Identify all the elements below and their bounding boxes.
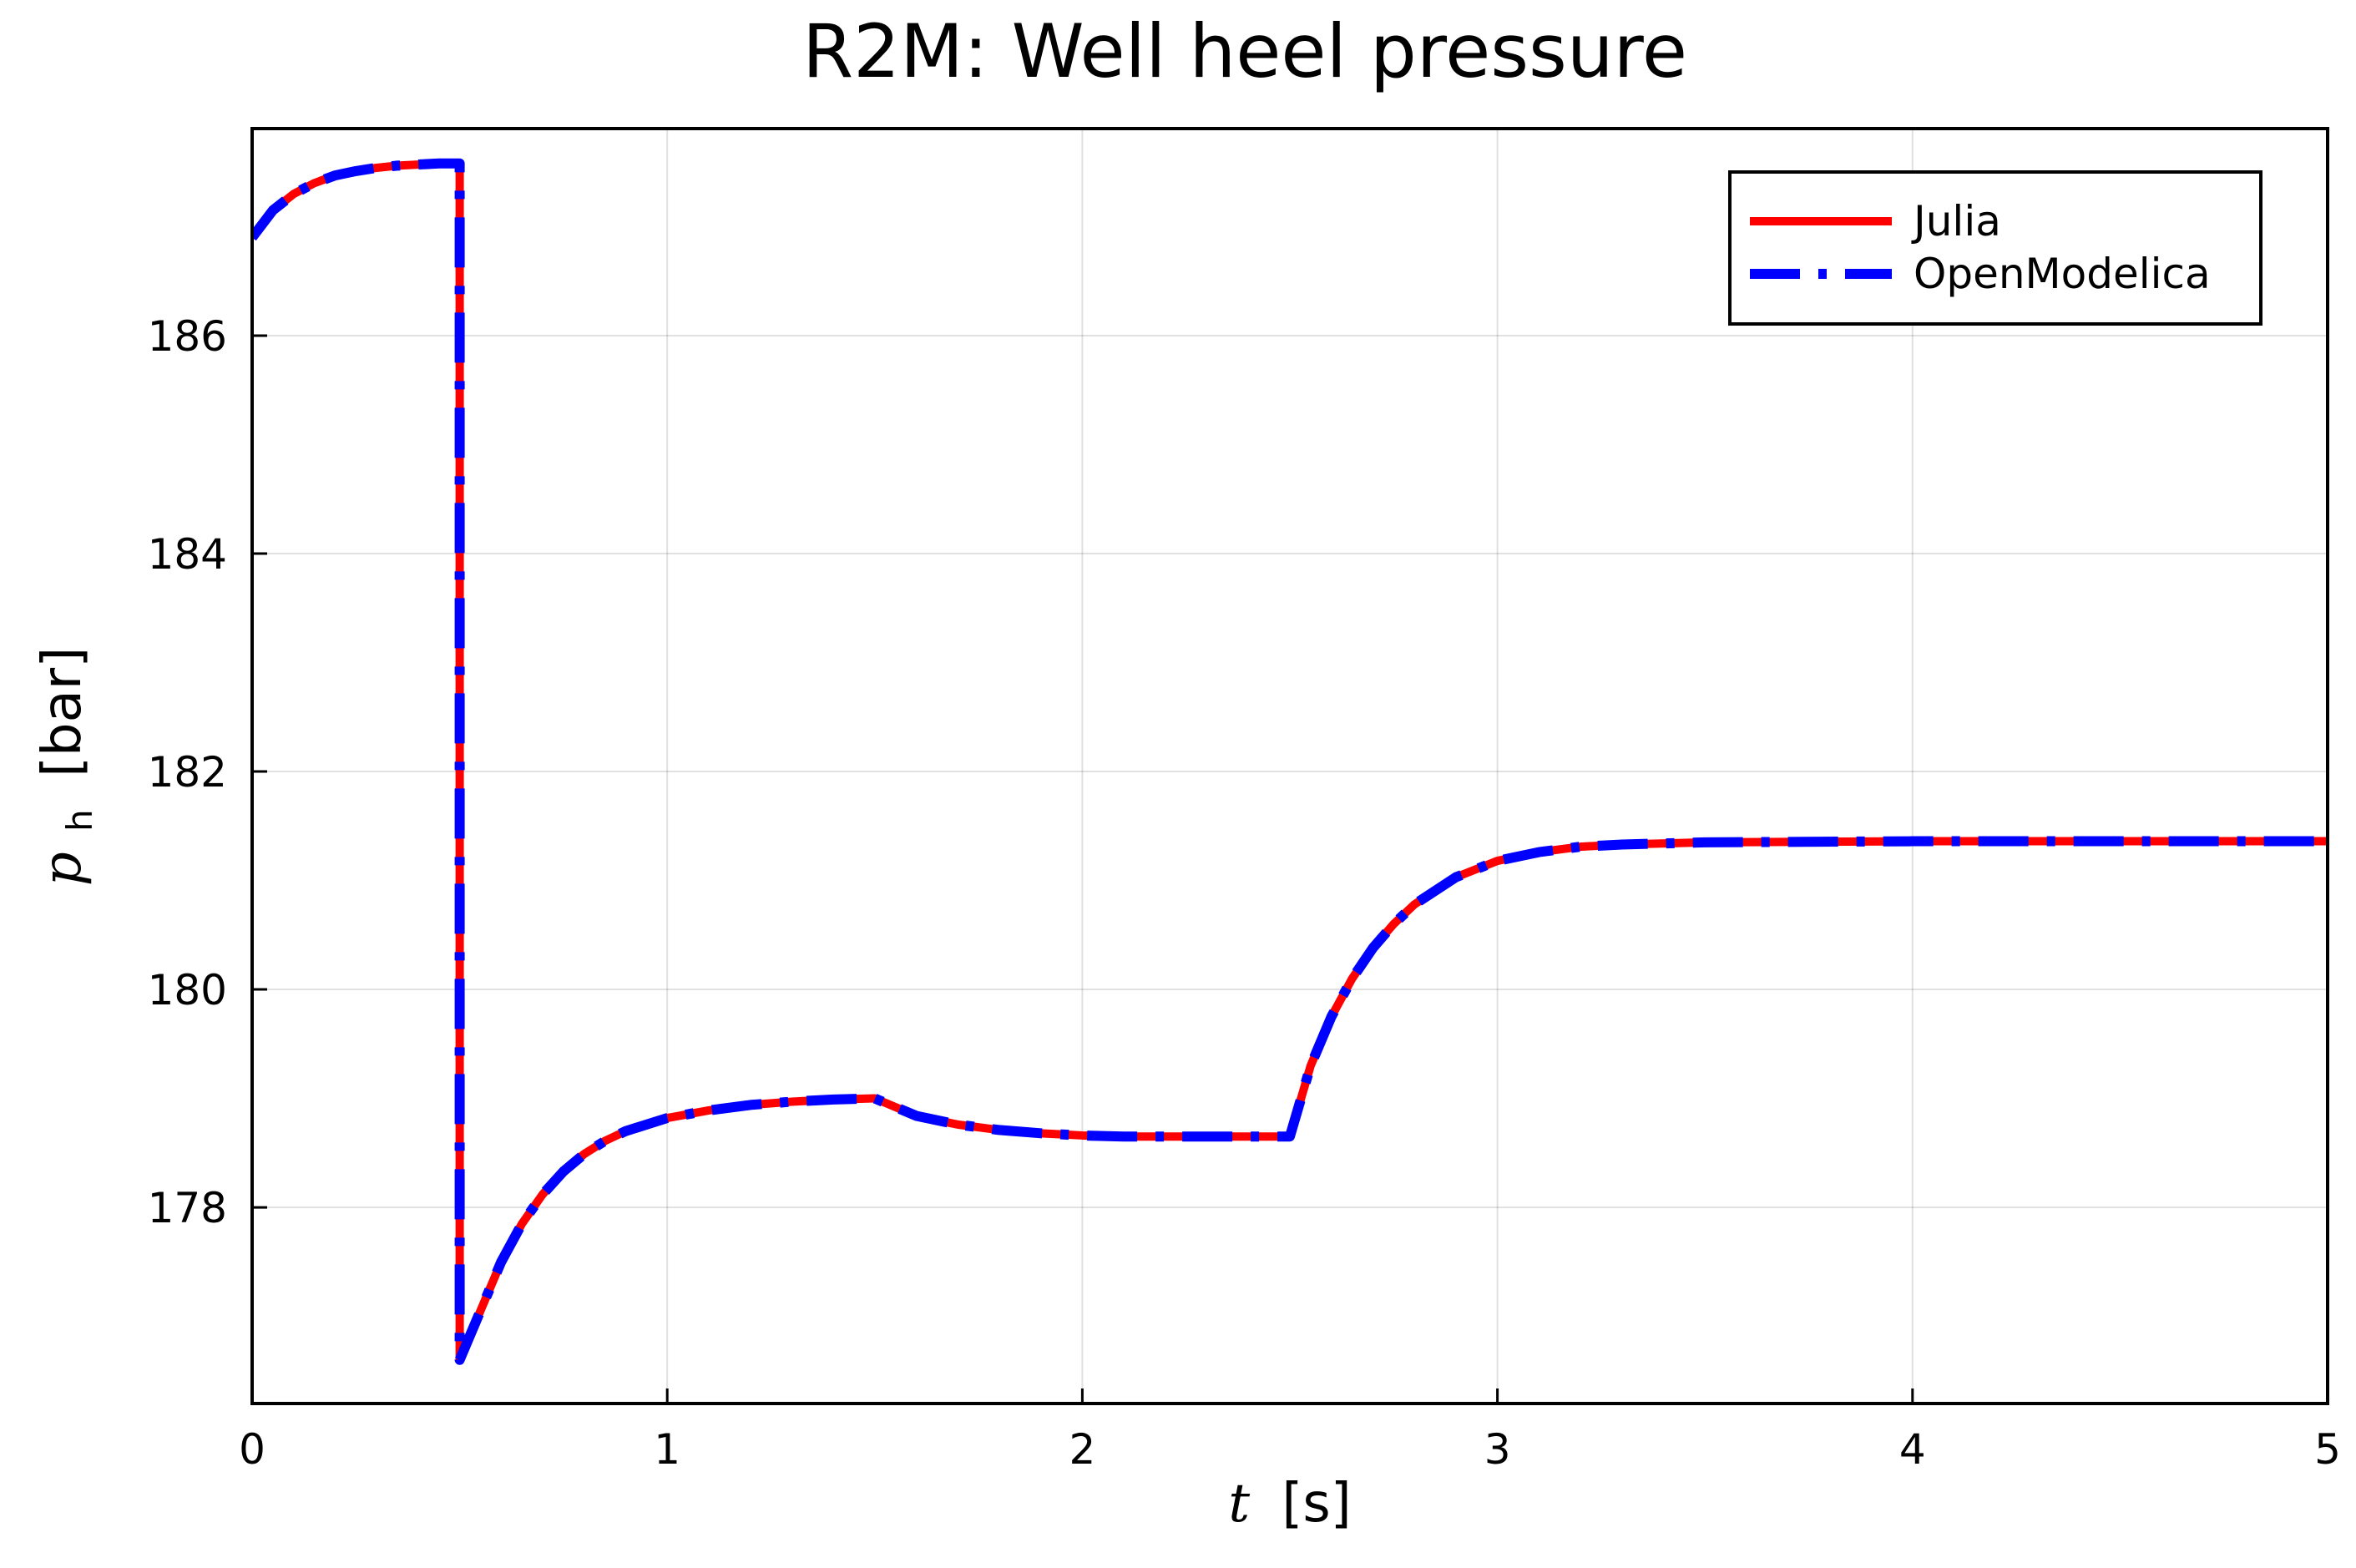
x-axis-label: t [s] bbox=[1228, 1473, 1351, 1535]
chart-title: R2M: Well heel pressure bbox=[802, 8, 1687, 94]
y-tick-label: 180 bbox=[148, 966, 227, 1014]
y-tick-label: 184 bbox=[148, 530, 227, 579]
x-axis-variable: t bbox=[1228, 1473, 1250, 1535]
legend: Julia OpenModelica bbox=[1728, 170, 2262, 326]
legend-label-julia: Julia bbox=[1911, 197, 2001, 245]
x-tick-label: 4 bbox=[1899, 1425, 1926, 1474]
x-tick-label: 0 bbox=[239, 1425, 265, 1474]
series-line-julia bbox=[252, 159, 2328, 1364]
y-axis-subscript: h bbox=[59, 809, 100, 832]
legend-label-openmodelica: OpenModelica bbox=[1914, 250, 2211, 298]
plot-frame bbox=[250, 127, 2329, 1405]
y-axis-label: p h [bar] bbox=[32, 647, 105, 886]
x-axis-unit: [s] bbox=[1282, 1473, 1351, 1535]
x-axis-ticks: 0 1 2 3 4 5 bbox=[239, 1388, 2341, 1474]
y-axis-ticks: 178 180 182 184 186 bbox=[148, 312, 267, 1232]
y-tick-label: 178 bbox=[148, 1184, 227, 1232]
series-line-openmodelica bbox=[252, 158, 2328, 1365]
y-tick-label: 182 bbox=[148, 748, 227, 797]
x-tick-label: 3 bbox=[1484, 1425, 1511, 1474]
x-tick-label: 2 bbox=[1069, 1425, 1095, 1474]
y-tick-label: 186 bbox=[148, 312, 227, 361]
series-group bbox=[252, 158, 2328, 1365]
x-tick-label: 1 bbox=[654, 1425, 680, 1474]
y-axis-unit: [bar] bbox=[32, 647, 94, 777]
legend-box bbox=[1728, 170, 2262, 326]
x-tick-label: 5 bbox=[2314, 1425, 2341, 1474]
y-axis-variable: p bbox=[32, 852, 94, 886]
